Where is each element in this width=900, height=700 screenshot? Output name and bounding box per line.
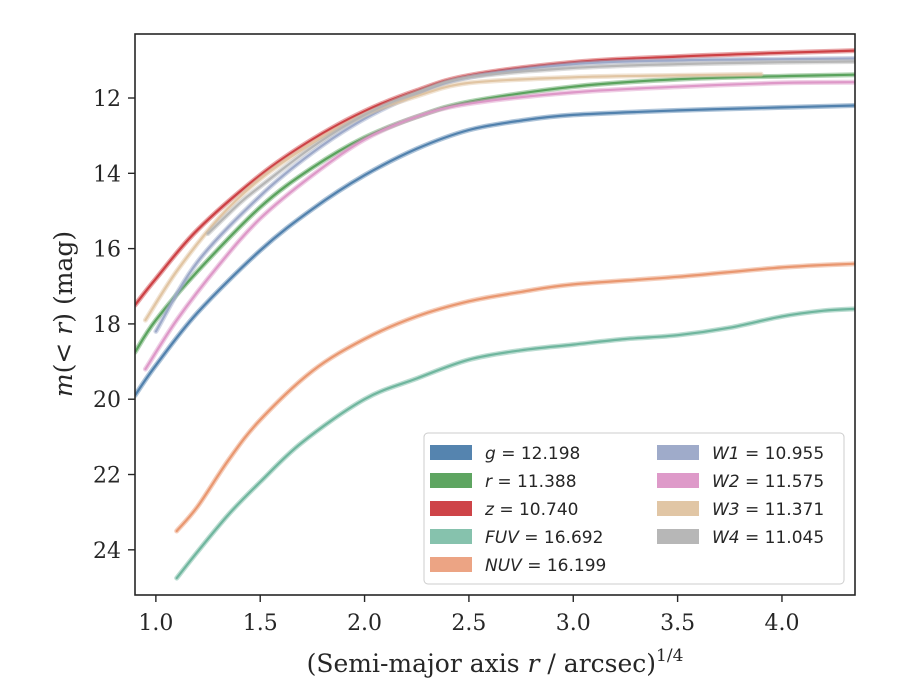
series-w4 [205,59,855,237]
series-line-w4 [206,60,855,235]
x-tick-label: 4.0 [764,611,799,636]
legend-swatch [430,501,472,516]
legend-item-z: z = 10.740 [430,500,578,520]
legend-label: g = 12.198 [485,444,580,464]
y-tick-label: 12 [93,87,121,112]
legend-items: g = 12.198 r = 11.388 z = 10.740 FUV = 16.6… [430,444,824,576]
y-axis: 12 14 16 18 20 22 24 [93,87,135,564]
legend-item-w4: W4 = 11.045 [657,528,824,548]
x-tick-label: 3.5 [660,611,695,636]
x-axis: 1.0 1.5 2.0 2.5 3.0 3.5 4.0 [138,595,799,636]
legend-swatch [430,445,472,460]
legend-item-fuv: FUV = 16.692 [430,528,603,548]
legend-label: W2 = 11.575 [712,472,824,492]
legend-item-w2: W2 = 11.575 [657,472,824,492]
legend-swatch [657,473,699,488]
legend-swatch [657,501,699,516]
series-fuv [174,306,855,581]
series-w2 [142,79,855,372]
legend-swatch [657,529,699,544]
series-nuv [174,261,855,534]
x-tick-label: 1.0 [138,611,173,636]
series-line-g [135,104,855,397]
legend-item-r: r = 11.388 [430,472,577,492]
y-tick-label: 20 [93,388,121,413]
series-z [135,48,855,308]
x-tick-label: 3.0 [556,611,591,636]
legend-swatch [430,557,472,572]
series-w3 [142,71,764,323]
legend-swatch [657,445,699,460]
series-w1 [153,56,855,334]
legend-item-g: g = 12.198 [430,444,580,464]
y-tick-label: 14 [93,162,121,187]
y-tick-label: 24 [93,539,121,564]
y-tick-label: 18 [93,313,121,338]
series-line-w2 [144,81,855,371]
legend-label: r = 11.388 [485,472,577,492]
legend-item-w1: W1 = 10.955 [657,444,824,464]
legend-label: W1 = 10.955 [712,444,824,464]
x-axis-label: (Semi-major axis r / arcsec)1/4 [307,646,684,678]
plot-frame [134,33,856,596]
legend-box [423,432,845,585]
series-line-z [135,49,855,307]
x-tick-label: 2.5 [451,611,486,636]
series-line-fuv [175,307,855,580]
series-line-nuv [175,262,855,533]
y-axis-label: m(< r) (mag) [49,231,78,397]
legend-label: FUV = 16.692 [485,528,603,548]
y-tick-label: 16 [93,238,121,263]
series-line-w3 [144,73,763,322]
x-tick-label: 1.5 [243,611,278,636]
legend: g = 12.198 r = 11.388 z = 10.740 FUV = 16.6… [423,432,845,585]
legend-label: NUV = 16.199 [485,556,606,576]
x-tick-label: 2.0 [347,611,382,636]
y-tick-label: 22 [93,464,121,489]
legend-item-nuv: NUV = 16.199 [430,556,606,576]
series-g [135,103,855,398]
series-line-w1 [154,57,855,333]
legend-swatch [430,473,472,488]
legend-label: W3 = 11.371 [712,500,824,520]
series-layer [135,48,855,581]
legend-item-w3: W3 = 11.371 [657,500,824,520]
legend-swatch [430,529,472,544]
legend-label: z = 10.740 [484,500,578,520]
legend-label: W4 = 11.045 [712,528,824,548]
